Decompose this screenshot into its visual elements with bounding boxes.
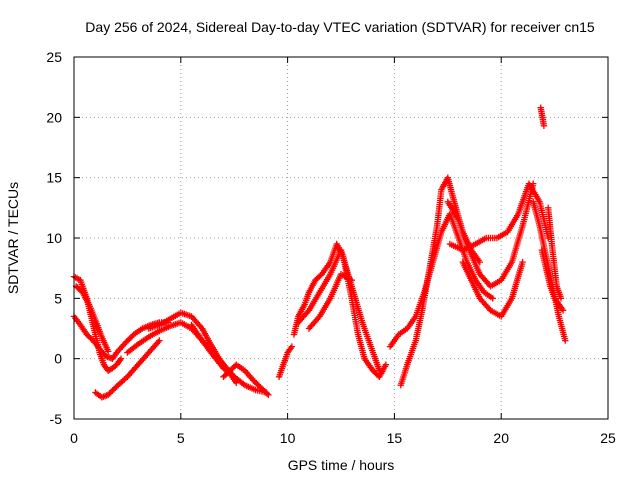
data-point — [127, 334, 135, 341]
series-arc-16 — [444, 180, 537, 290]
data-point — [288, 343, 296, 350]
series-arc-22 — [537, 104, 548, 129]
series-arc-10 — [275, 343, 296, 380]
data-point — [263, 390, 271, 397]
x-tick-label: 15 — [387, 430, 403, 446]
data-point — [489, 295, 496, 302]
y-tick-label: 10 — [46, 230, 62, 246]
series-arc-18 — [459, 258, 526, 320]
series-arc-20 — [538, 246, 567, 314]
data-point — [265, 391, 272, 399]
series-arc-3 — [72, 283, 112, 355]
series-arc-21 — [545, 204, 565, 302]
data-point — [105, 348, 112, 355]
y-tick-label: 15 — [46, 170, 62, 186]
x-axis-label: GPS time / hours — [288, 457, 395, 473]
x-tick-label: 10 — [280, 430, 296, 446]
series-arc-15 — [386, 210, 496, 350]
data-point — [348, 277, 355, 284]
data-point — [156, 337, 163, 344]
data-point — [106, 390, 113, 397]
data-point — [540, 122, 548, 129]
x-tick-labels: 0 5 10 15 20 25 — [70, 430, 616, 446]
y-tick-label: 0 — [54, 351, 62, 367]
data-point — [250, 377, 257, 384]
y-axis-label: SDTVAR / TECUs — [5, 182, 21, 294]
chart-title: Day 256 of 2024, Sidereal Day-to-day VTE… — [85, 19, 595, 35]
data-point — [123, 338, 130, 345]
y-tick-label: 20 — [46, 109, 62, 125]
series-arc-17 — [446, 180, 552, 254]
x-tick-label: 25 — [600, 430, 616, 446]
y-tick-labels: -5 0 5 10 15 20 25 — [46, 49, 62, 427]
series-arc-4 — [92, 337, 163, 401]
data-point — [255, 382, 263, 390]
data-point — [519, 258, 526, 266]
x-tick-label: 5 — [177, 430, 185, 446]
plot-frame — [73, 56, 609, 420]
series-arc-13 — [305, 271, 355, 332]
data-point — [122, 339, 129, 347]
data-point — [254, 381, 261, 388]
data-point — [124, 337, 132, 344]
data-series — [70, 104, 569, 401]
grid — [74, 57, 608, 419]
data-point — [110, 386, 118, 393]
data-point — [382, 361, 390, 368]
y-tick-label: 25 — [46, 49, 62, 65]
data-point — [112, 384, 119, 391]
data-point — [105, 391, 112, 399]
data-point — [376, 367, 383, 374]
x-tick-label: 0 — [70, 430, 78, 446]
x-tick-label: 20 — [493, 430, 509, 446]
series-arc-9 — [220, 361, 272, 399]
data-point — [253, 380, 260, 387]
series-arc-12 — [295, 246, 383, 374]
data-point — [557, 295, 565, 302]
series-arc-8 — [188, 321, 270, 396]
y-tick-label: -5 — [50, 411, 63, 427]
data-point — [117, 355, 125, 362]
y-tick-label: 5 — [54, 290, 62, 306]
data-point — [559, 307, 567, 314]
data-point — [562, 337, 569, 344]
